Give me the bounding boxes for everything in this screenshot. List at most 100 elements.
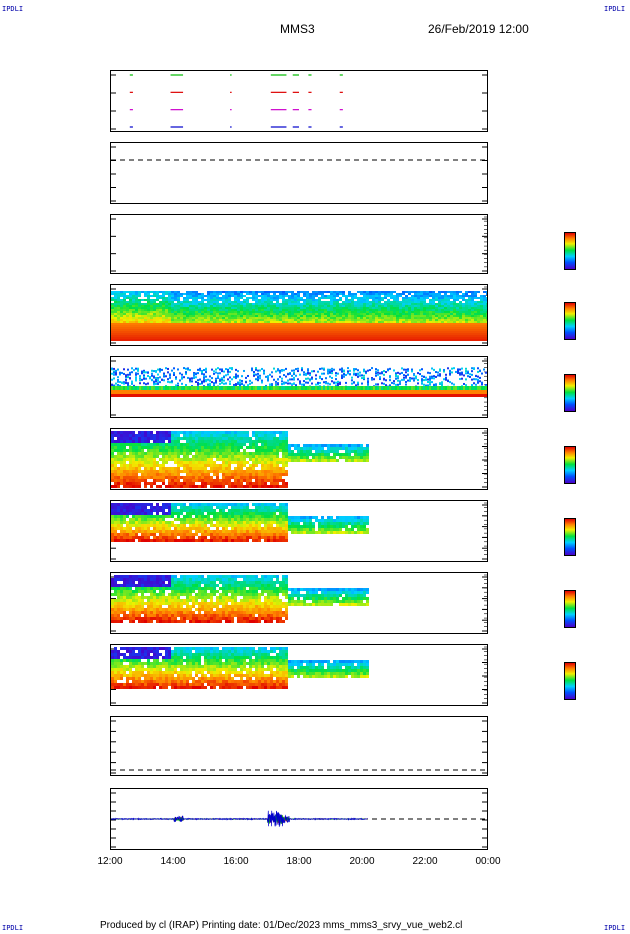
heatmap-cell [213,299,216,301]
heatmap-cell [303,331,306,333]
heatmap-cell [195,319,198,321]
heatmap-cell [461,394,463,397]
heatmap-cell [123,319,126,321]
heatmap-cell [432,295,435,297]
heatmap-cell [417,305,420,307]
heatmap-cell [357,394,359,397]
heatmap-cell [372,297,375,299]
heatmap-cell [237,394,239,397]
heatmap-cell [411,327,414,329]
heatmap-cell [177,305,180,307]
heatmap-cell [153,311,156,313]
heatmap-cell [228,319,231,321]
heatmap-cell [120,313,123,315]
heatmap-cell [117,440,120,443]
heatmap-cell [441,319,444,321]
heatmap-cell [372,291,375,293]
heatmap-cell [378,303,381,305]
heatmap-cell [147,307,150,309]
heatmap-cell [303,325,306,327]
heatmap-cell [294,305,297,307]
heatmap-cell [237,291,240,293]
heatmap-cell [153,313,156,315]
heatmap-cell [405,299,408,301]
heatmap-cell [432,299,435,301]
heatmap-cell [306,291,309,293]
heatmap-cell [486,337,487,339]
heatmap-cell [153,305,156,307]
heatmap-cell [135,461,138,464]
heatmap-cell [117,378,119,381]
heatmap-cell [225,335,228,337]
heatmap-cell [474,321,477,323]
heatmap-cell [414,315,417,317]
heatmap-cell [447,329,450,331]
heatmap-cell [150,437,153,440]
heatmap-cell [129,390,131,394]
heatmap-cell [309,372,311,375]
heatmap-cell [420,337,423,339]
heatmap-cell [239,386,241,390]
heatmap-cell [447,301,450,303]
heatmap-cell [251,369,253,372]
heatmap-cell [228,297,231,299]
heatmap-cell [457,390,459,394]
heatmap-cell [264,307,267,309]
heatmap-cell [255,386,257,390]
heatmap-cell [447,313,450,315]
heatmap-cell [192,327,195,329]
heatmap-cell [210,327,213,329]
heatmap-cell [477,317,480,319]
heatmap-cell [327,370,329,373]
heatmap-cell [177,384,179,387]
heatmap-cell [457,369,459,372]
heatmap-cell [249,335,252,337]
heatmap-cell [459,307,462,309]
heatmap-cell [439,368,441,371]
heatmap-cell [477,339,480,341]
heatmap-cell [390,313,393,315]
heatmap-cell [120,470,123,473]
heatmap-cell [129,311,132,313]
heatmap-cell [381,372,383,375]
heatmap-cell [264,339,267,341]
heatmap-cell [168,337,171,339]
heatmap-cell [285,317,288,319]
heatmap-cell [471,311,474,313]
heatmap-cell [144,305,147,307]
heatmap-cell [263,394,265,397]
heatmap-cell [411,313,414,315]
heatmap-cell [383,373,385,376]
heatmap-cell [219,325,222,327]
heatmap-cell [421,382,423,385]
heatmap-cell [174,313,177,315]
heatmap-cell [294,321,297,323]
heatmap-cell [351,327,354,329]
heatmap-cell [117,329,120,331]
heatmap-cell [217,367,219,370]
heatmap-cell [417,382,419,385]
heatmap-cell [425,394,427,397]
heatmap-cell [207,301,210,303]
heatmap-cell [252,317,255,319]
heatmap-cell [211,377,213,380]
heatmap-cell [342,307,345,309]
heatmap-cell [318,303,321,305]
heatmap-cell [111,372,113,375]
heatmap-cell [408,311,411,313]
heatmap-cell [453,386,455,390]
heatmap-cell [339,315,342,317]
heatmap-cell [294,323,297,325]
heatmap-cell [219,327,222,329]
heatmap-cell [324,317,327,319]
heatmap-cell [387,319,390,321]
heatmap-cell [378,315,381,317]
heatmap-cell [234,291,237,293]
heatmap-cell [347,386,349,390]
heatmap-cell [384,307,387,309]
heatmap-cell [474,327,477,329]
heatmap-cell [389,384,391,387]
heatmap-cell [132,299,135,301]
heatmap-cell [367,390,369,394]
heatmap-cell [147,305,150,307]
